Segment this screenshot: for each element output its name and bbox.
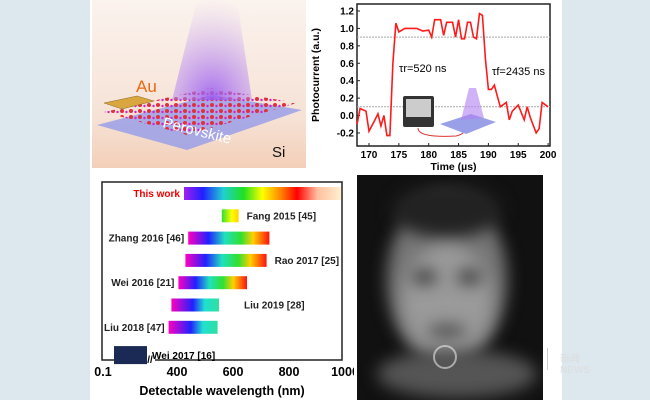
x-axis-label: Detectable wavelength (nm) <box>139 384 304 398</box>
tsinghua-logo-watermark <box>433 345 533 375</box>
bar-label: Liu 2019 [28] <box>244 301 305 312</box>
news-watermark <box>547 348 548 370</box>
y-tick-label: 1.0 <box>340 24 354 35</box>
axis-break-gap <box>145 355 155 363</box>
wavelength-chart: // 0.1 400 600 800 1000 Detectable wavelength … <box>94 181 354 398</box>
wavelength-bar <box>184 187 341 200</box>
wavelength-bar <box>221 209 239 223</box>
news-watermark-text: 新闻 NEWS <box>560 354 590 376</box>
wavelength-bar <box>168 320 218 334</box>
axis-break-icon: // <box>147 355 153 366</box>
wavelength-bar <box>178 276 247 290</box>
x-tick-label: 170 <box>361 150 378 161</box>
wavelength-bar <box>171 298 219 312</box>
photocurrent-chart: 170 175 180 185 190 195 200 -0.2 0.0 0.2 0.4 0.6 0.8… <box>310 3 557 172</box>
bar-label: Wei 2016 [21] <box>111 278 174 289</box>
y-tick-label: 0.0 <box>340 111 354 122</box>
x-tick-label: 175 <box>391 150 408 161</box>
photocurrent-line <box>356 12 549 137</box>
wavelength-bar <box>185 253 267 267</box>
x-tick-label: 190 <box>480 150 497 161</box>
au-label: Au <box>136 77 157 96</box>
bar-label: This work <box>133 189 180 200</box>
bar-label: Wei 2017 [16] <box>152 351 215 362</box>
oscilloscope-screen <box>406 99 431 117</box>
y-tick-label: -0.2 <box>337 128 355 139</box>
inset-light-beam <box>461 88 484 120</box>
x-tick-label: 185 <box>450 150 467 161</box>
x-tick-label: 195 <box>510 150 527 161</box>
y-tick-label: 0.2 <box>340 94 354 105</box>
university-seal-icon <box>433 345 457 369</box>
x-tick-label: 0.1 <box>94 365 111 379</box>
y-tick-label: 0.6 <box>340 59 354 70</box>
si-label: Si <box>272 144 285 161</box>
y-axis-label: Photocurrent (a.u.) <box>310 28 322 122</box>
device-schematic: Au Perovskite Si <box>92 0 306 168</box>
inset-device-icon <box>440 114 496 134</box>
x-tick-label: 1000 <box>331 365 354 379</box>
y-tick-label: 0.8 <box>340 41 354 52</box>
x-tick-label: 600 <box>223 365 244 379</box>
bar-label: Fang 2015 [45] <box>247 211 316 222</box>
wavelength-bar <box>188 231 270 245</box>
fall-time-annotation: τf=2435 ns <box>492 66 545 78</box>
bar-label: Liu 2018 [47] <box>104 323 165 334</box>
x-tick-label: 200 <box>540 150 557 161</box>
xray-hand-image <box>114 346 147 365</box>
light-beam <box>172 0 252 100</box>
x-tick-label: 180 <box>420 150 437 161</box>
bar-label: Rao 2017 [25] <box>275 256 339 267</box>
bar-label: Zhang 2016 [46] <box>109 234 185 245</box>
rise-time-annotation: τr=520 ns <box>399 63 447 75</box>
y-tick-label: 1.2 <box>340 7 354 18</box>
y-tick-label: 0.4 <box>340 76 354 87</box>
x-axis-label: Time (µs) <box>430 161 476 172</box>
au-electrode <box>103 95 155 110</box>
x-tick-label: 400 <box>167 365 188 379</box>
x-tick-label: 800 <box>279 365 300 379</box>
